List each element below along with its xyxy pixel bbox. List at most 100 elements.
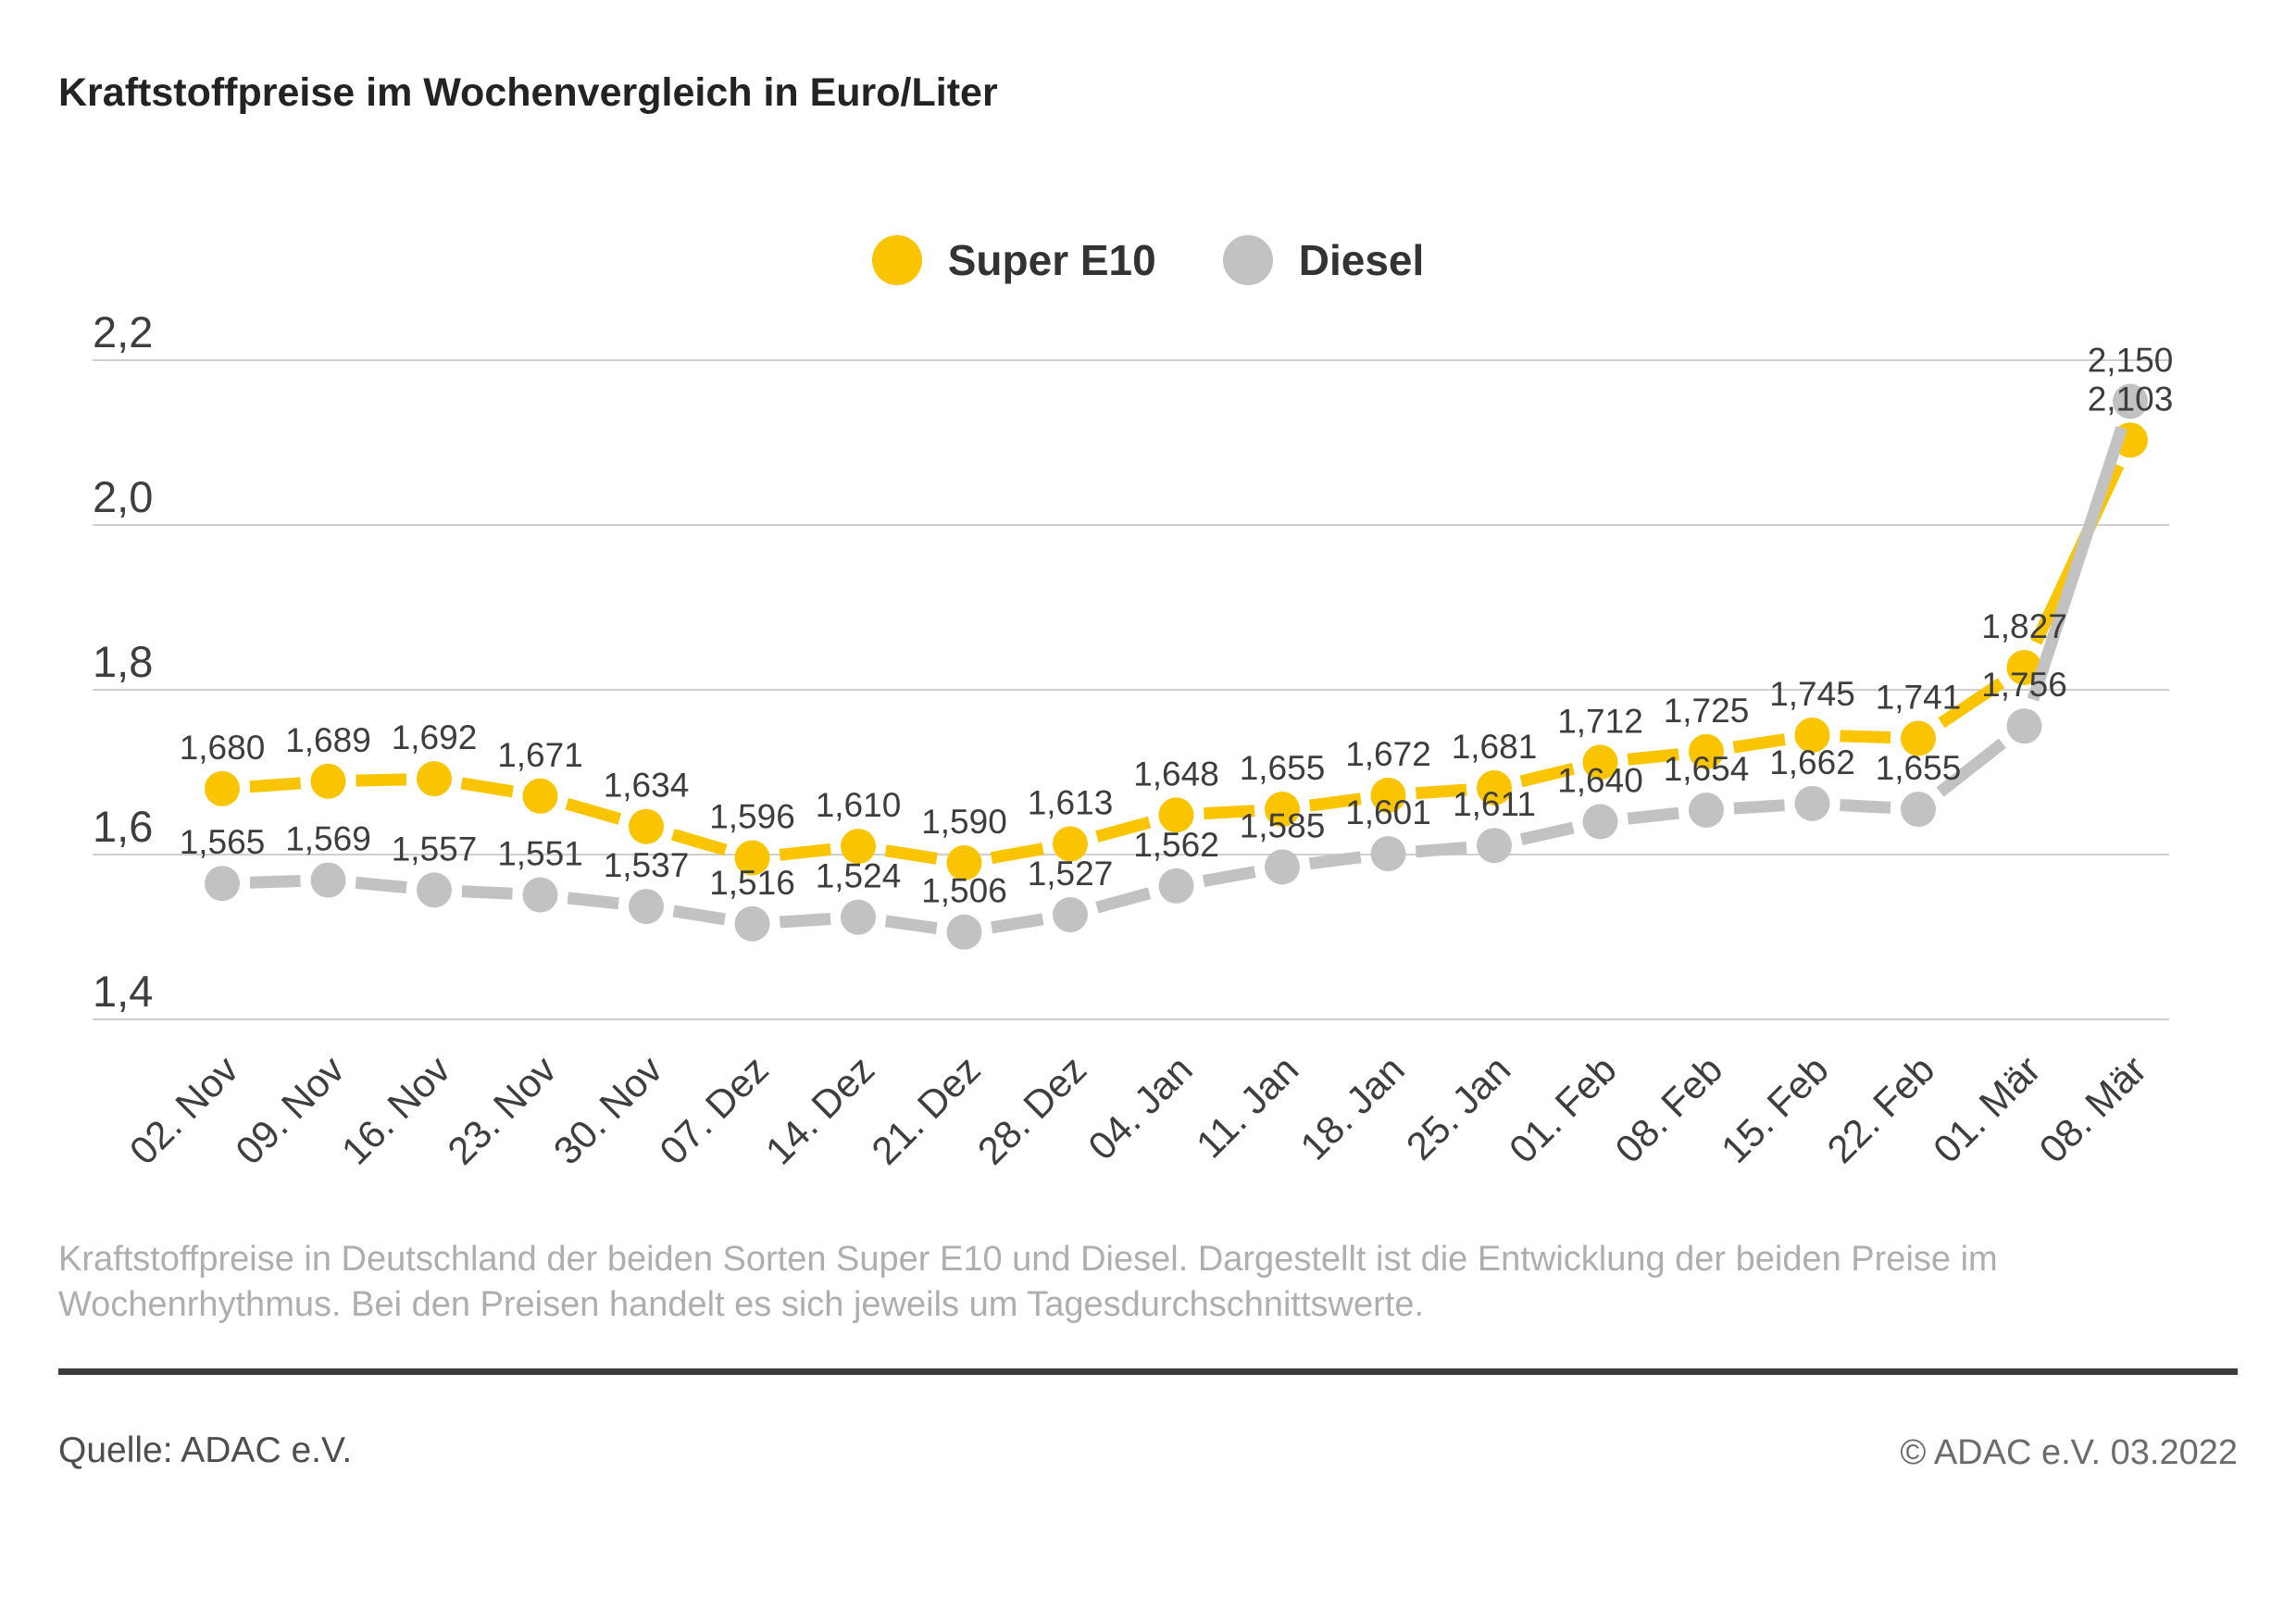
data-point-marker-diesel <box>2113 383 2148 419</box>
series-segment-diesel <box>884 915 938 934</box>
series-segment-super-e10 <box>1519 763 1575 788</box>
value-label-diesel: 1,557 <box>392 830 478 868</box>
series-segment-super-e10 <box>460 777 514 798</box>
y-tick-label: 1,8 <box>93 637 153 686</box>
value-label-super-e10: 1,596 <box>709 798 795 836</box>
x-tick-label: 22. Feb <box>1818 1047 1942 1171</box>
x-tick-label: 15. Feb <box>1713 1047 1837 1171</box>
series-segment-diesel <box>1840 798 1891 814</box>
data-point-marker-super-e10 <box>1901 720 1936 756</box>
copyright-text: © ADAC e.V. 03.2022 <box>1900 1433 2238 1472</box>
x-tick-label: 14. Dez <box>757 1047 883 1173</box>
data-point-marker-diesel <box>1053 896 1088 932</box>
value-label-super-e10: 1,712 <box>1557 702 1643 740</box>
series-segment-super-e10 <box>1204 805 1255 820</box>
series-segment-super-e10 <box>1732 733 1786 754</box>
data-point-marker-super-e10 <box>946 844 982 880</box>
data-point-marker-super-e10 <box>2006 649 2042 685</box>
value-label-super-e10: 1,681 <box>1452 728 1538 766</box>
data-point-marker-diesel <box>1265 849 1300 885</box>
value-label-super-e10: 1,613 <box>1028 783 1114 821</box>
footer-divider <box>58 1368 2238 1375</box>
y-tick-label: 2,0 <box>93 472 153 521</box>
series-segment-super-e10 <box>565 797 621 825</box>
data-point-marker-super-e10 <box>1265 792 1300 828</box>
data-point-marker-super-e10 <box>1582 744 1618 781</box>
value-label-super-e10: 1,689 <box>285 721 371 759</box>
data-point-marker-diesel <box>1901 792 1936 828</box>
data-point-marker-diesel <box>629 889 664 925</box>
data-point-marker-super-e10 <box>1370 777 1406 813</box>
value-label-super-e10: 1,741 <box>1876 679 1962 717</box>
value-label-diesel: 1,756 <box>1981 666 2067 704</box>
data-point-marker-super-e10 <box>1053 826 1088 862</box>
x-tick-label: 18. Jan <box>1292 1047 1413 1168</box>
series-segment-diesel <box>1415 842 1467 858</box>
value-label-diesel: 1,655 <box>1876 749 1962 787</box>
series-segment-diesel <box>2027 426 2128 702</box>
series-segment-diesel <box>672 905 726 926</box>
data-point-marker-super-e10 <box>841 829 876 865</box>
value-label-diesel: 1,640 <box>1557 761 1643 799</box>
y-tick-label: 2,2 <box>93 307 153 356</box>
series-segment-diesel <box>1095 887 1152 914</box>
series-segment-super-e10 <box>356 773 407 787</box>
x-tick-label: 01. Mär <box>1925 1047 2049 1171</box>
legend-item-super-e10: Super E10 <box>871 235 1156 285</box>
value-label-diesel: 1,506 <box>921 872 1007 910</box>
series-segment-super-e10 <box>1308 793 1362 812</box>
chart-description: Kraftstoffpreise in Deutschland der beid… <box>58 1240 1998 1324</box>
value-label-diesel: 1,654 <box>1664 750 1750 788</box>
data-point-marker-super-e10 <box>629 808 664 844</box>
x-tick-label: 23. Nov <box>439 1047 565 1173</box>
value-label-diesel: 1,585 <box>1240 806 1326 844</box>
value-label-super-e10: 2,103 <box>2088 380 2174 418</box>
data-point-marker-diesel <box>417 872 452 908</box>
data-point-marker-diesel <box>1582 804 1618 840</box>
series-segment-diesel <box>1308 851 1362 870</box>
legend-dot-diesel-icon <box>1222 235 1273 285</box>
data-point-marker-super-e10 <box>205 770 240 806</box>
data-point-marker-diesel <box>1794 785 1830 821</box>
legend-label-diesel: Diesel <box>1298 236 1425 284</box>
series-segment-diesel <box>991 913 1044 934</box>
data-point-marker-super-e10 <box>1158 797 1194 833</box>
data-point-marker-diesel <box>522 877 558 913</box>
value-label-super-e10: 1,680 <box>180 729 266 767</box>
series-segment-super-e10 <box>1095 816 1152 843</box>
legend-dot-super-e10-icon <box>871 235 922 285</box>
series-segment-super-e10 <box>1840 730 1891 744</box>
value-label-super-e10: 1,655 <box>1240 749 1326 787</box>
data-point-marker-diesel <box>1689 792 1724 828</box>
value-label-super-e10: 1,648 <box>1133 755 1219 793</box>
data-point-marker-super-e10 <box>522 778 558 814</box>
data-point-marker-diesel <box>1370 836 1406 872</box>
series-segment-diesel <box>780 913 831 929</box>
data-point-marker-diesel <box>946 914 982 950</box>
series-segment-diesel <box>1733 799 1785 815</box>
series-segment-diesel <box>461 885 513 900</box>
value-label-super-e10: 1,745 <box>1769 675 1855 713</box>
y-tick-label: 1,6 <box>93 802 153 851</box>
x-tick-label: 04. Jan <box>1079 1047 1201 1168</box>
data-point-marker-super-e10 <box>1689 733 1724 769</box>
value-label-diesel: 1,562 <box>1133 826 1219 864</box>
value-label-diesel: 1,551 <box>497 835 583 873</box>
x-tick-label: 16. Nov <box>333 1047 459 1173</box>
value-label-diesel: 1,611 <box>1453 785 1536 823</box>
value-label-diesel: 2,150 <box>2088 342 2174 380</box>
value-label-super-e10: 1,610 <box>816 786 902 824</box>
data-point-marker-diesel <box>2006 708 2042 744</box>
value-label-diesel: 1,565 <box>180 823 266 861</box>
value-label-diesel: 1,537 <box>604 846 690 884</box>
series-segment-diesel <box>567 892 619 910</box>
x-tick-label: 28. Dez <box>969 1047 1095 1173</box>
series-segment-super-e10 <box>990 843 1044 865</box>
data-point-marker-super-e10 <box>1794 717 1830 753</box>
source-text: Quelle: ADAC e.V. <box>58 1430 353 1470</box>
y-tick-label: 1,4 <box>93 967 153 1016</box>
x-tick-label: 01. Feb <box>1501 1047 1625 1171</box>
data-point-marker-diesel <box>734 905 770 942</box>
